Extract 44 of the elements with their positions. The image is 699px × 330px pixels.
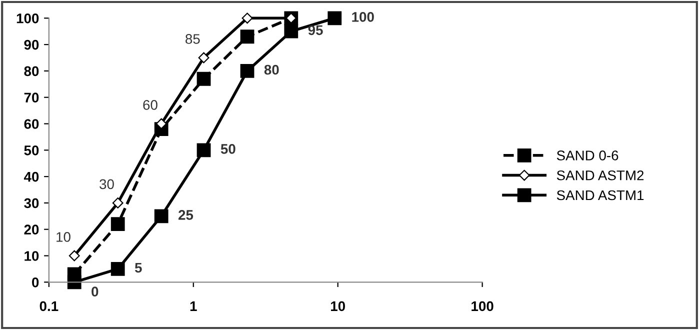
x-tick-label: 1 <box>190 301 197 311</box>
y-tick-label: 70 <box>24 92 39 103</box>
point <box>240 64 254 78</box>
point <box>110 262 125 276</box>
data-label: 95 <box>308 25 323 36</box>
point <box>156 118 167 130</box>
data-label: 0 <box>92 286 98 297</box>
legend-label: SAND 0-6 <box>556 150 618 160</box>
data-label: 5 <box>134 262 142 273</box>
point <box>328 11 342 26</box>
y-tick-label: 50 <box>24 145 39 156</box>
point <box>154 209 168 224</box>
point <box>67 275 82 290</box>
data-label: 10 <box>56 232 70 242</box>
y-tick-label: 60 <box>24 119 39 129</box>
point <box>68 250 80 262</box>
point <box>240 30 254 44</box>
data-label: 30 <box>100 179 114 190</box>
data-label: 80 <box>264 64 279 75</box>
y-tick-label: 0 <box>32 277 39 288</box>
y-tick-label: 10 <box>24 251 39 261</box>
point <box>284 24 298 38</box>
point <box>196 143 211 158</box>
y-tick-label: 40 <box>24 172 39 182</box>
data-label: 85 <box>186 34 200 44</box>
point <box>196 72 211 86</box>
point <box>112 197 124 208</box>
y-tick-label: 90 <box>24 40 39 50</box>
y-tick-label: 100 <box>16 13 39 24</box>
legend-label: SAND ASTM1 <box>556 190 644 200</box>
x-tick-label: 100 <box>472 301 494 312</box>
y-tick-label: 80 <box>24 66 39 76</box>
data-label: 100 <box>352 12 374 22</box>
point <box>110 217 125 232</box>
data-label: 50 <box>220 144 236 154</box>
legend-label: SAND ASTM2 <box>556 170 644 180</box>
y-tick-label: 30 <box>24 198 39 208</box>
data-label: 25 <box>178 210 194 220</box>
point <box>198 52 210 64</box>
y-tick-label: 20 <box>24 224 39 235</box>
x-tick-label: 10 <box>331 301 346 312</box>
point <box>242 12 253 24</box>
data-label: 60 <box>143 100 158 110</box>
x-tick-label: 0.1 <box>40 301 58 312</box>
